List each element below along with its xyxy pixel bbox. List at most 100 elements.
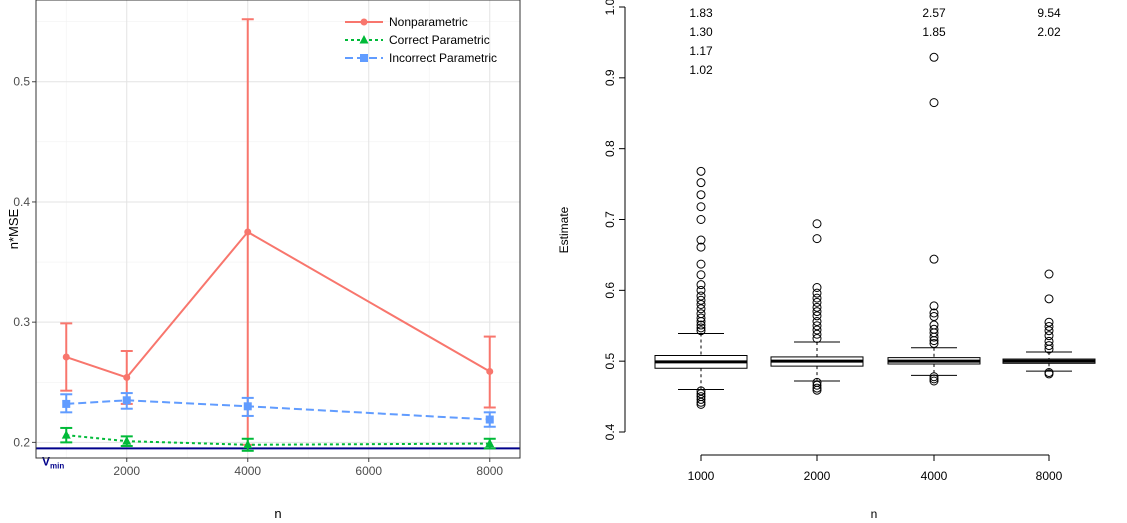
data-point xyxy=(485,438,495,448)
data-point xyxy=(486,367,494,375)
data-point xyxy=(244,228,252,236)
y-tick-label: 0.3 xyxy=(13,315,30,329)
y-axis-label: n*MSE xyxy=(6,208,21,249)
x-tick-label: 8000 xyxy=(1036,469,1063,483)
y-axis-label: Estimate xyxy=(557,206,571,253)
outlier-point xyxy=(696,399,706,409)
data-point xyxy=(122,436,132,445)
outlier-point xyxy=(812,219,822,229)
outlier-point xyxy=(696,300,706,309)
outlier-point xyxy=(929,254,939,264)
outlier-point xyxy=(696,202,706,212)
outlier-point xyxy=(812,380,822,390)
outlier-point xyxy=(812,334,822,343)
outlier-point xyxy=(696,215,706,224)
outlier-point xyxy=(696,317,706,326)
outlier-point xyxy=(1044,369,1054,379)
data-point xyxy=(485,415,494,424)
outlier-point xyxy=(1044,321,1054,331)
outlier-point xyxy=(696,235,706,245)
outlier-point xyxy=(812,283,822,292)
x-tick-label: 6000 xyxy=(355,464,382,478)
outlier-point xyxy=(929,338,939,348)
data-point xyxy=(243,402,252,411)
off-scale-value: 1.83 xyxy=(689,6,713,20)
estimate-box-plot: 0.4 0.5 0.6 0.7 0.8 0.9 1.0 1000 2000 4000 8000 n Es… xyxy=(557,0,1096,521)
data-point xyxy=(61,430,71,439)
outlier-point xyxy=(929,332,939,342)
y-tick-label: 1.0 xyxy=(603,0,617,15)
outlier-point xyxy=(812,297,822,307)
outlier-point xyxy=(696,313,706,323)
data-point xyxy=(62,353,70,361)
outlier-point xyxy=(696,166,706,176)
x-axis-label: n xyxy=(274,506,281,521)
outlier-point xyxy=(812,385,822,395)
x-tick-label: 4000 xyxy=(921,469,948,483)
data-point xyxy=(123,373,131,381)
y-tick-label: 0.2 xyxy=(13,435,30,449)
outlier-point xyxy=(812,383,822,393)
outlier-point xyxy=(696,270,706,280)
series-line xyxy=(66,399,490,421)
outlier-point xyxy=(696,280,706,290)
outlier-point xyxy=(929,308,939,318)
vmin-label: Vmin xyxy=(42,454,64,470)
outlier-point xyxy=(929,374,939,384)
outlier-point xyxy=(696,320,706,330)
outlier-point xyxy=(929,372,939,382)
off-scale-value: 2.02 xyxy=(1037,25,1061,39)
outlier-point xyxy=(929,98,939,108)
outlier-point xyxy=(696,304,706,314)
off-scale-value: 1.85 xyxy=(922,25,946,39)
mse-line-chart: 2000 4000 6000 8000 0.2 0.3 0.4 0.5 n n*MSE Vmin No… xyxy=(6,0,521,521)
legend-label: Nonparametric xyxy=(389,15,468,29)
x-tick-label: 1000 xyxy=(688,469,715,483)
series-line xyxy=(66,434,490,446)
data-point xyxy=(122,396,131,405)
off-scale-value: 2.57 xyxy=(922,6,946,20)
outlier-point xyxy=(1044,269,1054,279)
outlier-point xyxy=(812,293,822,303)
outlier-point xyxy=(812,307,822,317)
outlier-point xyxy=(696,397,706,407)
outlier-point xyxy=(1044,344,1054,354)
series-line xyxy=(65,230,491,379)
outlier-point xyxy=(1044,326,1054,336)
outlier-point xyxy=(929,376,939,386)
data-point xyxy=(243,439,253,449)
legend-label: Incorrect Parametric xyxy=(389,51,497,65)
off-scale-value: 1.17 xyxy=(689,44,713,58)
x-tick-label: 2000 xyxy=(113,464,140,478)
outlier-point xyxy=(696,323,706,333)
outlier-point xyxy=(696,259,706,269)
y-tick-label: 0.4 xyxy=(603,423,617,440)
legend-key-marker xyxy=(360,54,368,62)
plot-border xyxy=(35,0,521,459)
x-axis-label: n xyxy=(871,507,878,521)
outlier-point xyxy=(929,52,939,62)
outlier-point xyxy=(929,336,939,346)
legend-key-marker xyxy=(359,35,369,44)
y-tick-label: 0.7 xyxy=(603,211,617,228)
outlier-point xyxy=(812,329,822,339)
off-scale-value: 1.02 xyxy=(689,63,713,77)
y-tick-label: 0.6 xyxy=(603,282,617,299)
outlier-point xyxy=(696,326,706,336)
outlier-point xyxy=(696,394,706,404)
plot-panel xyxy=(36,0,520,458)
outlier-point xyxy=(696,285,706,295)
y-tick-label: 0.5 xyxy=(13,75,30,89)
outlier-point xyxy=(812,311,822,321)
legend-key-marker xyxy=(360,18,368,26)
off-scale-value: 9.54 xyxy=(1037,6,1061,20)
outlier-point xyxy=(696,178,706,188)
outlier-point xyxy=(812,234,822,244)
y-tick-label: 0.5 xyxy=(603,353,617,370)
x-tick-label: 8000 xyxy=(476,464,503,478)
outlier-point xyxy=(696,190,706,200)
off-scale-value: 1.30 xyxy=(689,25,713,39)
y-tick-label: 0.4 xyxy=(13,195,30,209)
x-tick-label: 2000 xyxy=(804,469,831,483)
outlier-point xyxy=(812,288,822,298)
